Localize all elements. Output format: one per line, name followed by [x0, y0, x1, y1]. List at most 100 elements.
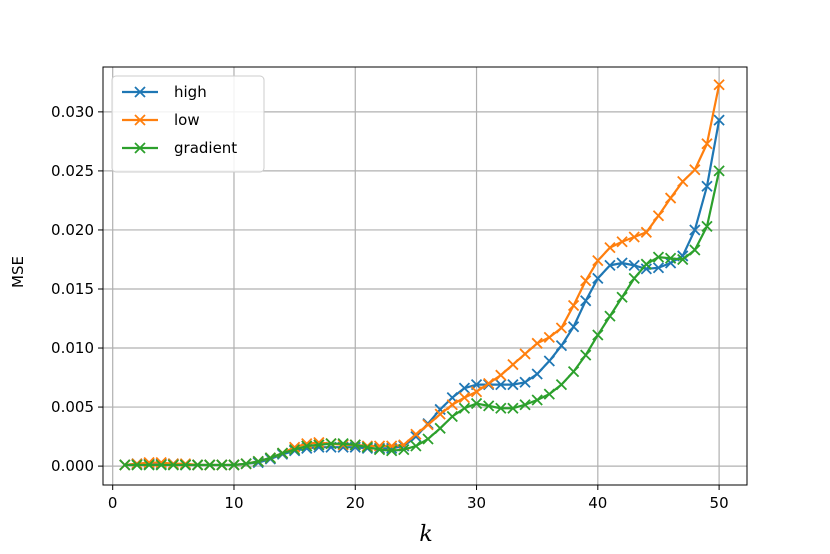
data-point-marker	[349, 439, 361, 451]
data-point-marker	[640, 263, 652, 275]
data-point-marker	[604, 242, 616, 254]
data-point-marker	[191, 459, 204, 471]
data-point-marker	[628, 259, 640, 272]
data-point-marker	[604, 310, 616, 322]
data-point-marker	[689, 224, 701, 236]
data-point-marker	[701, 180, 713, 192]
data-point-marker	[458, 402, 471, 414]
legend-item-low: low	[122, 111, 200, 129]
y-tick-label: 0.025	[51, 162, 94, 180]
data-point-marker	[422, 419, 434, 431]
data-point-marker	[410, 428, 422, 440]
data-point-marker	[519, 376, 531, 388]
data-point-marker	[446, 410, 458, 423]
data-point-marker	[361, 441, 374, 453]
data-point-marker	[470, 386, 483, 398]
data-point-marker	[313, 439, 325, 451]
x-tick-label: 50	[710, 494, 729, 512]
plot-area-frame	[102, 66, 748, 486]
data-point-marker	[240, 458, 252, 470]
legend-marker	[134, 86, 146, 98]
legend-item-gradient: gradient	[122, 139, 237, 157]
tick-layer: 0 10 20 30 40 50 0.000 0.005 0.010 0.015 0.020 0.02…	[51, 103, 729, 512]
legend-label: low	[174, 111, 200, 129]
x-tick-label: 0	[108, 494, 118, 512]
legend-marker	[134, 114, 146, 126]
data-point-marker	[580, 275, 592, 287]
data-point-marker	[592, 272, 604, 284]
series-gradient	[119, 165, 725, 471]
data-point-marker	[592, 255, 604, 267]
data-point-marker	[483, 400, 495, 412]
data-point-marker	[567, 366, 580, 378]
data-point-marker	[640, 226, 652, 238]
data-point-marker	[495, 378, 507, 391]
data-point-marker	[543, 331, 555, 344]
data-point-marker	[628, 231, 640, 243]
data-point-marker	[543, 388, 555, 400]
data-point-marker	[386, 445, 398, 457]
data-point-marker	[131, 459, 143, 471]
data-point-marker	[592, 329, 604, 341]
data-point-marker	[507, 402, 519, 414]
data-point-marker	[276, 447, 289, 459]
data-point-marker	[567, 299, 580, 312]
data-point-marker	[713, 114, 725, 126]
data-point-marker	[713, 79, 725, 91]
series-layer	[119, 79, 725, 471]
data-point-marker	[531, 368, 543, 380]
data-point-marker	[640, 258, 652, 270]
data-point-marker	[179, 459, 192, 471]
data-point-marker	[677, 253, 689, 266]
data-point-marker	[531, 337, 543, 349]
x-tick-label: 40	[588, 494, 607, 512]
data-point-marker	[446, 399, 458, 411]
y-tick-label: 0.015	[51, 280, 94, 298]
data-point-marker	[410, 430, 422, 443]
data-point-marker	[713, 165, 725, 177]
data-point-marker	[337, 438, 349, 450]
data-point-marker	[470, 397, 483, 410]
data-point-marker	[410, 440, 422, 452]
data-point-marker	[652, 262, 665, 274]
data-point-marker	[495, 369, 507, 381]
data-point-marker	[580, 349, 592, 361]
data-point-marker	[264, 452, 277, 464]
data-point-marker	[422, 433, 434, 445]
data-point-marker	[664, 192, 677, 204]
data-point-marker	[555, 378, 568, 391]
legend-marker	[134, 142, 146, 154]
x-tick-label: 10	[224, 494, 243, 512]
data-point-marker	[543, 355, 555, 367]
x-tick-label: 30	[467, 494, 486, 512]
data-point-marker	[616, 236, 628, 248]
grid-lines	[103, 67, 747, 485]
data-point-marker	[519, 399, 531, 411]
data-point-marker	[628, 272, 640, 284]
y-tick-label: 0.030	[51, 103, 94, 121]
data-point-marker	[652, 210, 665, 222]
data-point-marker	[555, 322, 568, 334]
data-point-marker	[204, 459, 216, 471]
data-point-marker	[119, 459, 131, 471]
data-point-marker	[519, 348, 531, 360]
data-point-marker	[325, 438, 337, 450]
y-tick-label: 0.000	[51, 457, 94, 475]
data-point-marker	[228, 459, 240, 471]
y-axis-label: MSE	[9, 256, 27, 288]
legend: high low gradient	[111, 75, 265, 173]
legend-label: gradient	[174, 139, 237, 157]
x-tick-label: 20	[346, 494, 365, 512]
data-point-marker	[701, 220, 713, 233]
x-axis-label: k	[419, 522, 432, 547]
data-point-marker	[495, 402, 507, 414]
data-point-marker	[483, 377, 495, 390]
legend-item-high: high	[122, 83, 207, 101]
data-point-marker	[458, 382, 471, 394]
data-point-marker	[701, 138, 713, 150]
data-point-marker	[689, 164, 701, 176]
data-point-marker	[580, 295, 592, 307]
data-point-marker	[373, 443, 386, 456]
data-point-marker	[458, 391, 471, 404]
